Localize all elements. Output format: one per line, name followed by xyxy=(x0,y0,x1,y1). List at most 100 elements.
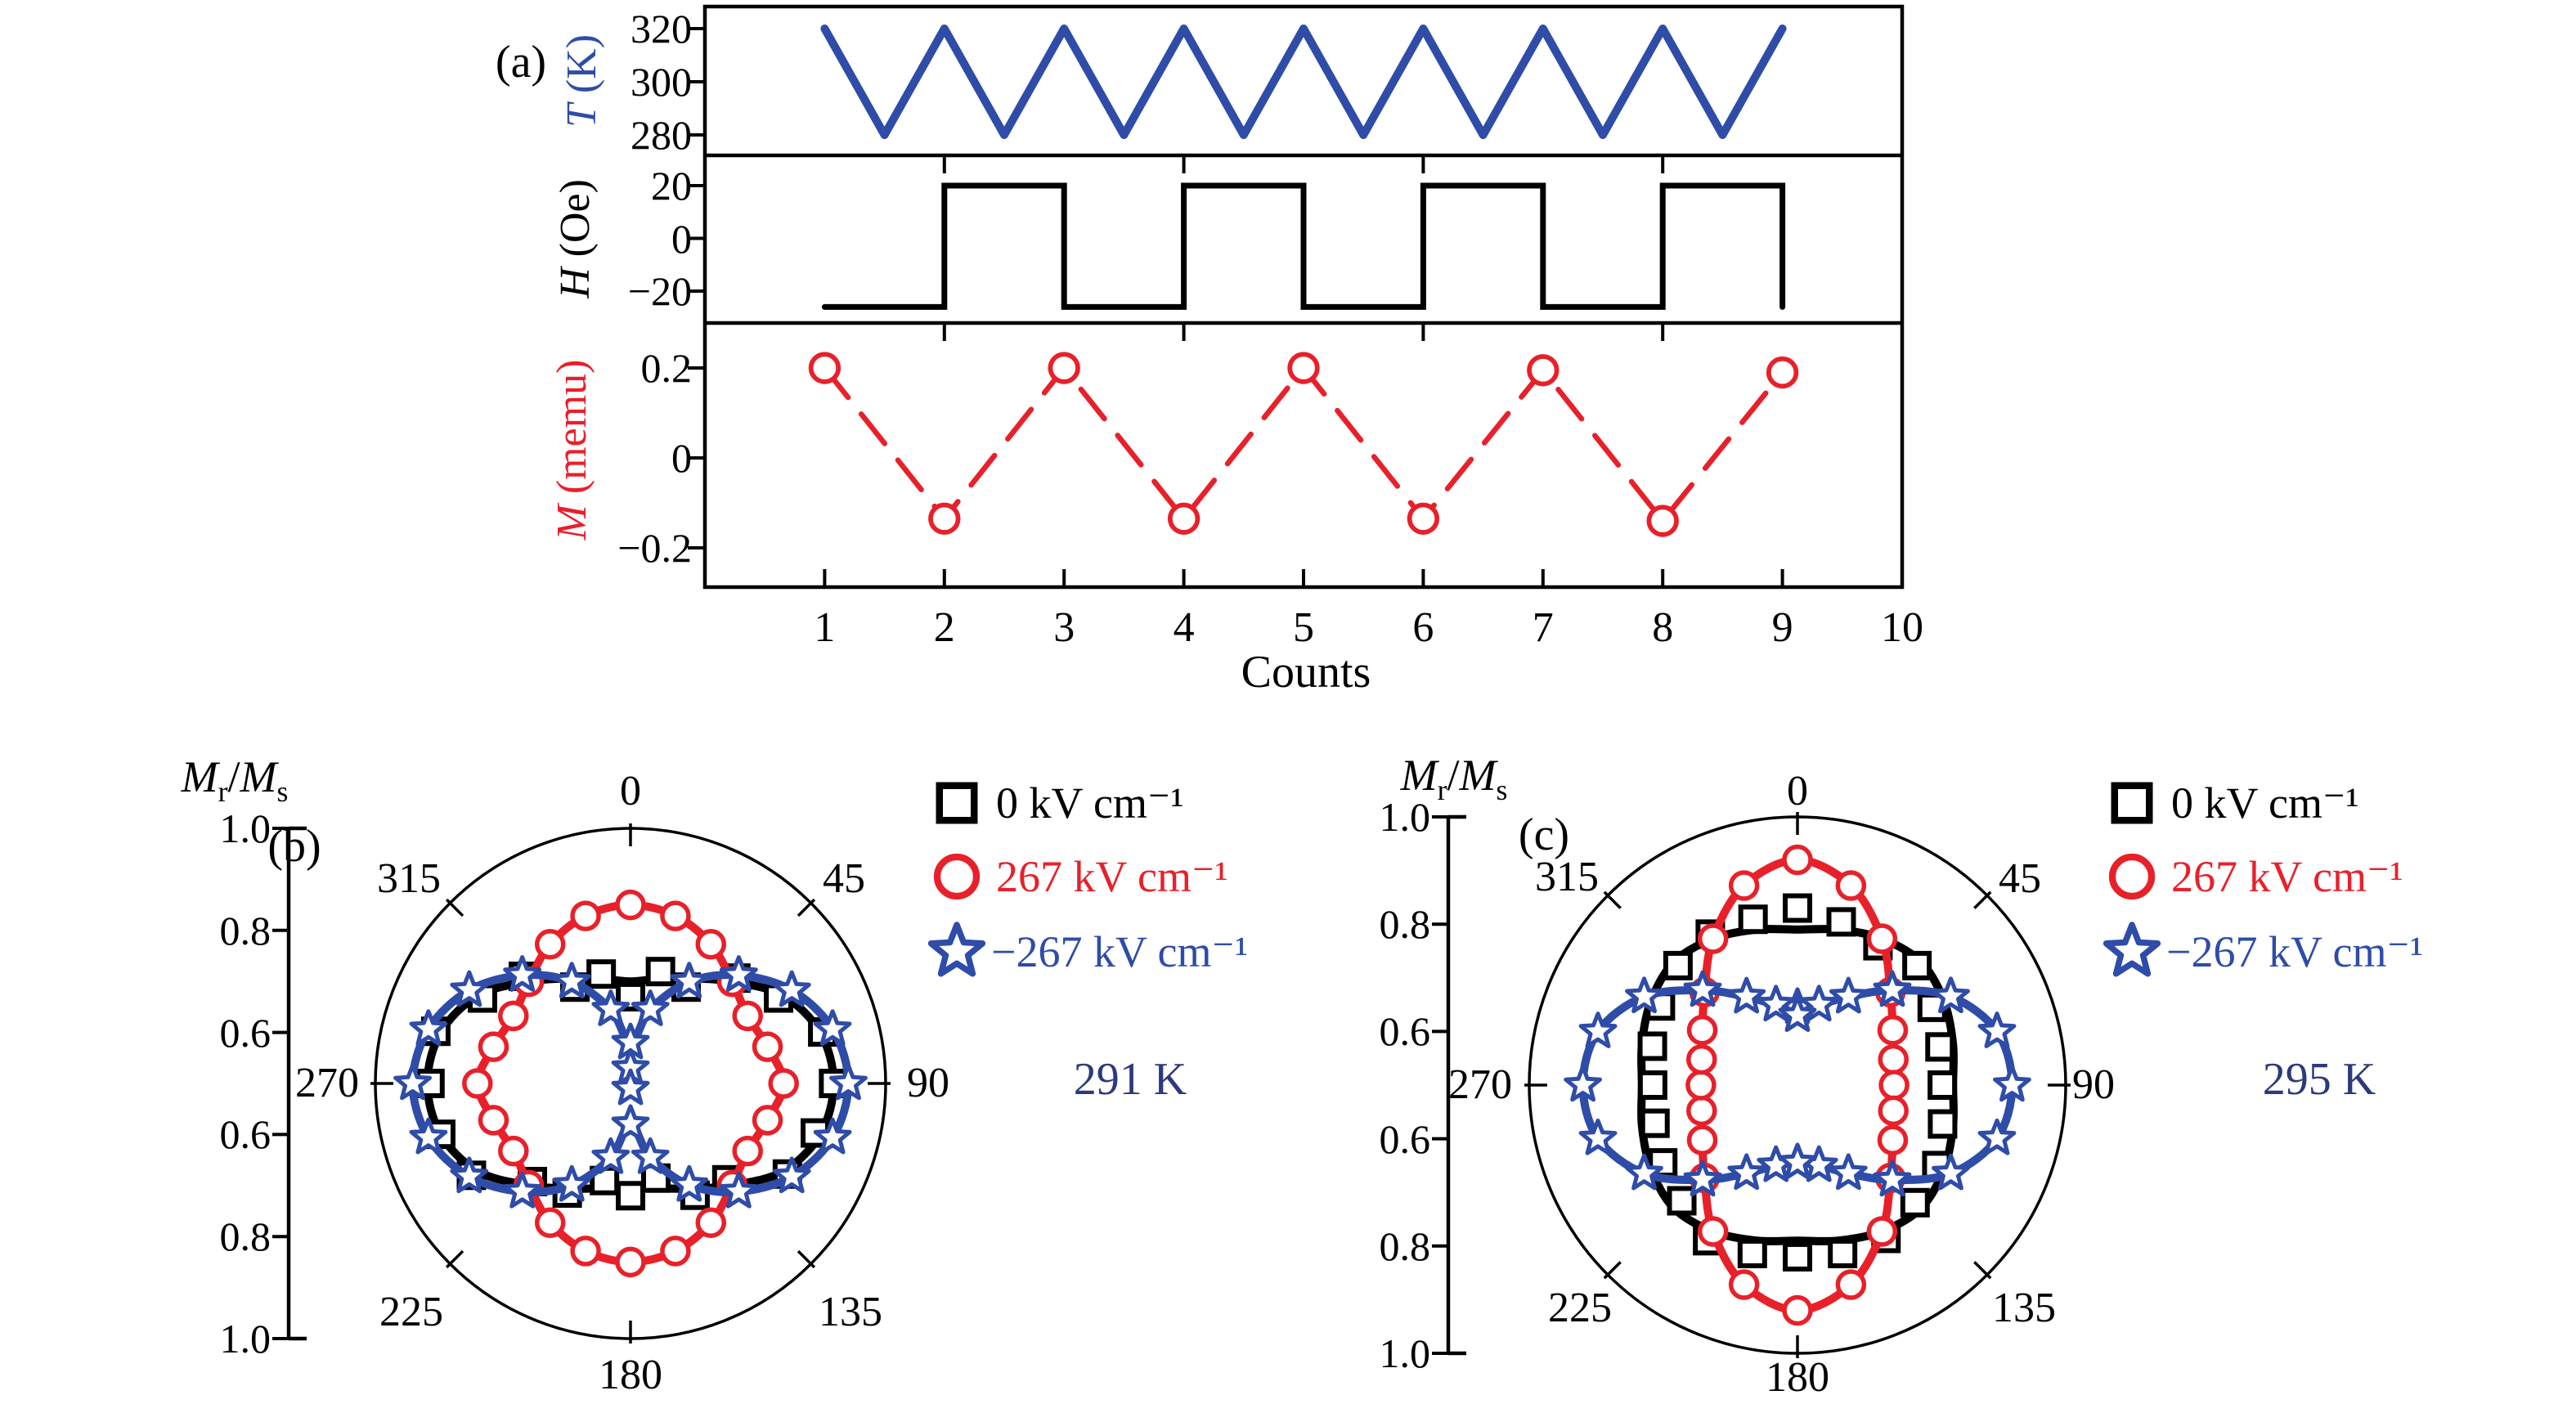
x-tick-label: 10 xyxy=(1881,604,1923,651)
polar-data-point xyxy=(1697,923,1729,954)
temperature-label-c: 295 K xyxy=(2262,1054,2376,1105)
polar-angle-label: 270 xyxy=(1448,1061,1512,1108)
polar-data-point xyxy=(1727,1153,1766,1191)
h-axis-unit: (Oe) xyxy=(552,179,599,258)
polar-data-point xyxy=(1866,923,1898,954)
polar-data-point xyxy=(768,1068,799,1099)
legend-b-item-2-label: −267 kV cm⁻¹ xyxy=(991,927,1249,976)
polar-angle-tick xyxy=(1603,1261,1622,1280)
polar-angle-label: 180 xyxy=(599,1352,662,1398)
polar-angle-tick xyxy=(445,898,464,917)
polar-data-point xyxy=(670,962,709,998)
polar-data-point xyxy=(1782,1294,1813,1326)
radial-tick-label: 0.8 xyxy=(219,907,272,953)
polar-data-point xyxy=(660,900,691,931)
t-axis-unit: (K) xyxy=(559,34,605,94)
t-axis-variable: T xyxy=(559,104,605,128)
polar-data-point xyxy=(1829,1153,1868,1191)
ratio-slash: / xyxy=(227,752,240,801)
polar-data-point xyxy=(478,1031,509,1062)
polar-data-point xyxy=(1637,1031,1667,1061)
polar-data-point xyxy=(1878,1095,1909,1127)
polar-data-point xyxy=(591,1137,631,1174)
polar-data-point xyxy=(552,1164,591,1202)
polar-data-point xyxy=(1727,976,1766,1014)
polar-angle-label: 270 xyxy=(295,1060,359,1106)
polar-data-point xyxy=(1932,976,1970,1014)
x-tick-label: 7 xyxy=(1532,604,1554,651)
polar-data-point xyxy=(1873,1160,1912,1197)
polar-data-point xyxy=(478,1105,509,1136)
radial-tick-label: 0.6 xyxy=(219,1111,272,1158)
polar-data-point xyxy=(829,1063,868,1101)
polar-data-point xyxy=(1878,1043,1909,1075)
panel-c-label: (c) xyxy=(1518,810,1570,860)
polar-data-point xyxy=(1932,1153,1970,1191)
polar-data-point xyxy=(616,1181,645,1211)
radial-tick-label: 0.8 xyxy=(219,1213,272,1260)
x-tick-label: 6 xyxy=(1412,604,1434,651)
polar-data-point xyxy=(1977,1118,2017,1155)
mr-symbol: M xyxy=(1400,751,1438,800)
polar-data-point xyxy=(409,1009,448,1047)
x-axis-title: Counts xyxy=(1241,647,1371,698)
polar-data-point xyxy=(570,900,601,931)
polar-data-point xyxy=(631,1137,670,1174)
polar-angle-label: 0 xyxy=(620,768,641,814)
y-tick-label: 280 xyxy=(631,112,692,158)
polar-data-point xyxy=(1928,1070,1958,1100)
legend-symbol-star xyxy=(927,922,986,977)
polar-data-point xyxy=(1757,985,1796,1022)
radial-tick-label: 1.0 xyxy=(1379,794,1431,840)
legend-symbol-square xyxy=(936,782,978,824)
polar-data-point xyxy=(615,889,646,921)
polar-angle-tick xyxy=(1973,890,1992,909)
polar-data-point xyxy=(1578,1118,1618,1155)
polar-data-point xyxy=(1640,1108,1670,1138)
m-axis-unit: (memu) xyxy=(549,359,595,495)
polar-data-point xyxy=(1783,1241,1812,1272)
moment-data-point xyxy=(1407,502,1440,535)
polar-data-point xyxy=(1877,1015,1909,1046)
polar-data-point xyxy=(586,959,617,989)
legend-symbol-star xyxy=(2103,922,2161,977)
x-tick-label: 8 xyxy=(1652,604,1674,651)
polar-angle-label: 45 xyxy=(1999,855,2041,902)
ms-symbol: M xyxy=(1459,751,1497,800)
polar-data-point xyxy=(1697,1216,1729,1247)
x-tick-label: 5 xyxy=(1293,604,1314,651)
legend-c-item-2-label: −267 kV cm⁻¹ xyxy=(2166,927,2424,976)
polar-data-point xyxy=(813,1117,852,1155)
polar-data-point xyxy=(1663,950,1693,980)
y-tick-label: 0 xyxy=(671,435,692,481)
moment-data-point xyxy=(808,352,841,384)
mr-subscript: r xyxy=(1437,773,1447,806)
polar-data-point xyxy=(1782,844,1813,876)
polar-data-point xyxy=(1578,1012,1618,1048)
polar-data-point xyxy=(1783,893,1812,923)
polar-data-point xyxy=(1686,1043,1717,1075)
polar-data-point xyxy=(670,1164,709,1202)
radial-tick-label: 1.0 xyxy=(219,1316,272,1361)
polar-data-point xyxy=(450,1156,489,1194)
polar-data-point xyxy=(570,1236,601,1267)
polar-angle-label: 0 xyxy=(1787,768,1808,814)
polar-data-point xyxy=(695,929,727,960)
legend-b-item-0-label: 0 kV cm⁻¹ xyxy=(996,778,1184,828)
polar-angle-label: 180 xyxy=(1766,1354,1829,1401)
polar-data-point xyxy=(1625,1153,1663,1191)
legend-symbol-square xyxy=(2111,782,2153,824)
polar-data-point xyxy=(1902,950,1932,980)
polar-data-point xyxy=(1728,870,1760,901)
legend-c-item-0-label: 0 kV cm⁻¹ xyxy=(2171,778,2359,828)
polar-data-point xyxy=(719,955,758,992)
radial-tick-label: 0.8 xyxy=(1379,901,1431,948)
polar-data-point xyxy=(591,989,631,1026)
polar-data-point xyxy=(450,970,489,1007)
radial-tick-label: 1.0 xyxy=(219,805,272,851)
moment-data-point xyxy=(1527,354,1560,387)
polar-angle-label: 90 xyxy=(2072,1061,2115,1108)
polar-angle-tick xyxy=(1603,890,1622,909)
radial-axis-title-b: Mr/Ms xyxy=(182,752,289,806)
